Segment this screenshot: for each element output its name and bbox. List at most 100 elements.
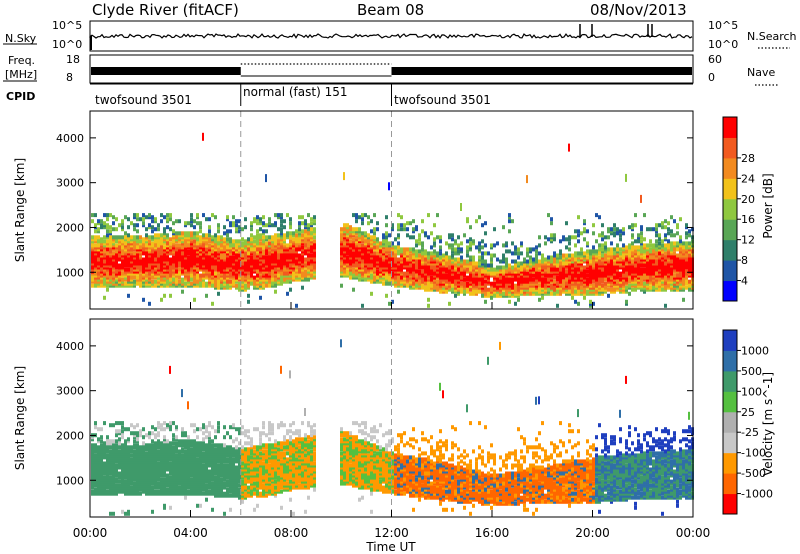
power-cell — [262, 221, 265, 226]
power-cell — [640, 241, 643, 246]
power-cell — [598, 233, 601, 238]
power-cell — [673, 219, 676, 224]
velocity-cell — [100, 487, 103, 492]
power-cell — [187, 249, 190, 254]
power-cell — [130, 241, 133, 246]
power-cell — [571, 267, 574, 272]
nsearch-label: N.Search — [747, 30, 797, 43]
power-cell — [583, 267, 586, 272]
power-cell — [670, 229, 673, 234]
power-cell — [682, 267, 685, 272]
power-cell — [688, 267, 691, 272]
power-cell — [436, 235, 439, 240]
power-cell — [484, 267, 487, 272]
power-cell — [250, 221, 253, 226]
power-cell — [145, 215, 148, 220]
power-cell — [592, 245, 595, 250]
power-cell — [211, 257, 214, 262]
power-cell — [547, 279, 550, 284]
power-cell — [115, 217, 118, 222]
power-cell — [229, 221, 232, 226]
power-cell — [157, 233, 160, 238]
power-cell — [187, 241, 190, 246]
power-cell — [568, 279, 571, 284]
power-cell — [280, 219, 283, 224]
power-cell — [223, 237, 226, 242]
power-cell — [397, 267, 400, 272]
power-cell — [394, 267, 397, 272]
power-cell — [463, 291, 466, 296]
power-cell — [625, 249, 628, 254]
power-cell — [643, 281, 646, 286]
power-cell — [226, 237, 229, 242]
power-cell — [577, 251, 580, 256]
power-cell — [352, 213, 355, 218]
power-cell — [250, 279, 253, 284]
power-cell — [304, 229, 307, 234]
power-cell — [661, 253, 664, 258]
power-cell — [151, 229, 154, 234]
power-cell — [229, 279, 232, 284]
power-cell — [175, 219, 178, 224]
power-cell — [208, 233, 211, 238]
power-cell — [376, 237, 379, 242]
power-cell — [412, 253, 415, 258]
power-cell — [580, 251, 583, 256]
power-cell — [127, 225, 130, 230]
power-cell — [115, 269, 118, 274]
power-cell — [643, 255, 646, 260]
power-cell — [586, 289, 589, 294]
power-cell — [373, 251, 376, 256]
power-cell — [145, 253, 148, 258]
power-cell — [448, 279, 451, 284]
power-cell — [577, 253, 580, 258]
power-cell — [373, 267, 376, 272]
power-cell — [619, 279, 622, 284]
power-cell — [382, 281, 385, 286]
power-cell — [517, 279, 520, 284]
power-cell — [397, 279, 400, 284]
power-cell — [535, 279, 538, 284]
power-cell — [622, 279, 625, 284]
power-cell — [289, 287, 292, 292]
power-cell — [556, 303, 559, 308]
power-cell — [352, 287, 355, 292]
power-cell — [511, 265, 514, 270]
power-cell — [385, 279, 388, 284]
power-cell — [526, 251, 529, 256]
velocity-cell — [100, 461, 103, 466]
power-cell — [619, 237, 622, 242]
power-cell — [256, 253, 259, 258]
power-cell — [469, 241, 472, 246]
power-cell — [247, 253, 250, 258]
power-cell — [370, 229, 373, 234]
power-cell — [601, 283, 604, 288]
power-cell — [100, 257, 103, 262]
power-cell — [313, 215, 316, 220]
power-cell — [160, 279, 163, 284]
power-cell — [109, 229, 112, 234]
power-cell — [649, 247, 652, 252]
power-cell — [391, 279, 394, 284]
velocity-cell — [121, 421, 124, 426]
power-cell — [502, 267, 505, 272]
power-sparse-cell — [388, 182, 390, 191]
power-cell — [499, 291, 502, 296]
power-cell — [364, 213, 367, 218]
power-cell — [178, 219, 181, 224]
power-cell — [631, 267, 634, 272]
power-cell — [658, 267, 661, 272]
power-cell — [271, 223, 274, 228]
power-cell — [244, 241, 247, 246]
power-cell — [439, 251, 442, 256]
power-cell — [592, 253, 595, 258]
power-cell — [127, 241, 130, 246]
power-cell — [280, 213, 283, 218]
power-cell — [616, 265, 619, 270]
power-cell — [631, 245, 634, 250]
power-cell — [415, 225, 418, 230]
power-cell — [346, 229, 349, 234]
power-cell — [214, 271, 217, 276]
power-cell — [520, 261, 523, 266]
power-cell — [688, 233, 691, 238]
